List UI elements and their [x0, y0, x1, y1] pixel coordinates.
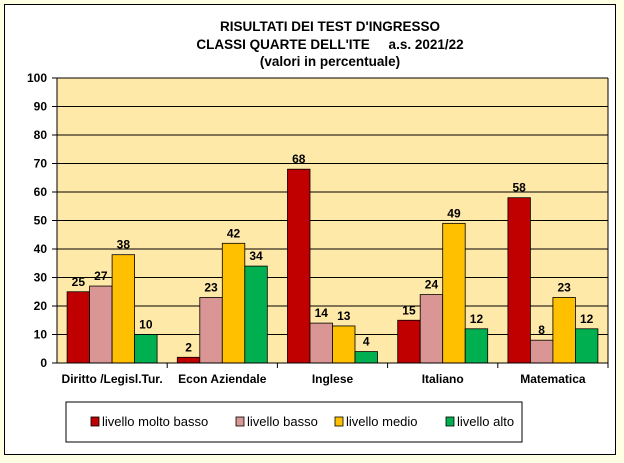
bar — [176, 356, 201, 364]
chart-title: RISULTATI DEI TEST D'INGRESSO CLASSI QUA… — [196, 19, 463, 69]
legend-swatch — [334, 416, 344, 427]
bar — [354, 351, 378, 364]
data-label: 68 — [292, 152, 306, 166]
data-label: 2 — [185, 340, 192, 354]
legend-label: livello basso — [247, 414, 318, 429]
bar — [134, 334, 158, 364]
x-tick-label: Italiano — [422, 372, 464, 386]
data-label: 42 — [227, 226, 241, 240]
legend: livello molto basso livello basso livello … — [65, 401, 523, 443]
data-label: 12 — [470, 312, 484, 326]
y-tick-label: 20 — [34, 299, 48, 313]
data-label: 23 — [204, 280, 218, 294]
x-tick-label: Inglese — [312, 372, 354, 386]
x-tick-label: Econ Aziendale — [178, 372, 267, 386]
bar — [530, 339, 554, 364]
data-label: 58 — [512, 181, 526, 195]
bar — [244, 265, 268, 364]
data-label: 25 — [72, 275, 86, 289]
data-label: 15 — [402, 303, 416, 317]
y-tick-label: 30 — [34, 271, 48, 285]
data-label: 27 — [94, 269, 108, 283]
legend-swatch — [445, 416, 455, 427]
title-line-1: RISULTATI DEI TEST D'INGRESSO — [220, 19, 440, 34]
y-tick-label: 100 — [27, 71, 47, 85]
legend-swatch — [235, 416, 245, 427]
title-line-2: CLASSI QUARTE DELL'ITE a.s. 2021/22 — [196, 37, 463, 52]
bar — [332, 325, 356, 364]
title-line-3: (valori in percentuale) — [260, 54, 400, 69]
y-tick-label: 70 — [34, 157, 48, 171]
bar — [507, 197, 531, 364]
data-label: 4 — [363, 335, 370, 349]
bar — [287, 168, 311, 364]
y-tick-label: 90 — [34, 100, 48, 114]
data-label: 12 — [580, 312, 594, 326]
bar — [575, 328, 599, 364]
x-tick-label: Matematica — [520, 372, 586, 386]
bar — [309, 322, 333, 364]
data-label: 24 — [425, 278, 439, 292]
data-label: 23 — [557, 280, 571, 294]
bar — [397, 319, 421, 364]
bar — [111, 254, 135, 364]
y-tick-label: 0 — [40, 356, 47, 370]
bar — [464, 328, 489, 364]
legend-swatch — [90, 416, 100, 427]
y-tick-label: 10 — [34, 328, 48, 342]
bar — [221, 242, 246, 364]
legend-label: livello molto basso — [102, 414, 208, 429]
data-label: 10 — [139, 318, 153, 332]
data-label: 8 — [538, 323, 545, 337]
bar — [552, 297, 576, 364]
legend-label: livello alto — [457, 414, 514, 429]
x-tick-label: Diritto /Legisl.Tur. — [62, 372, 163, 386]
bar — [442, 222, 466, 364]
bar — [66, 291, 90, 364]
legend-label: livello medio — [346, 414, 418, 429]
bar — [89, 285, 113, 364]
y-tick-label: 80 — [34, 128, 48, 142]
data-label: 14 — [315, 306, 329, 320]
data-label: 49 — [447, 206, 461, 220]
y-tick-label: 50 — [34, 214, 48, 228]
data-label: 38 — [117, 238, 131, 252]
data-label: 13 — [337, 309, 351, 323]
bar — [419, 294, 444, 364]
bar — [199, 297, 223, 364]
y-tick-label: 40 — [34, 242, 48, 256]
y-tick-label: 60 — [34, 185, 48, 199]
data-label: 34 — [249, 249, 263, 263]
